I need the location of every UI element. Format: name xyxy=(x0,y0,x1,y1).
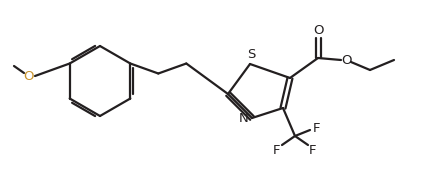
Text: O: O xyxy=(23,70,33,83)
Text: F: F xyxy=(273,143,281,156)
Text: N: N xyxy=(239,112,249,125)
Text: F: F xyxy=(313,121,321,134)
Text: O: O xyxy=(341,54,351,67)
Text: F: F xyxy=(309,143,317,156)
Text: S: S xyxy=(247,49,255,61)
Text: O: O xyxy=(313,24,323,37)
